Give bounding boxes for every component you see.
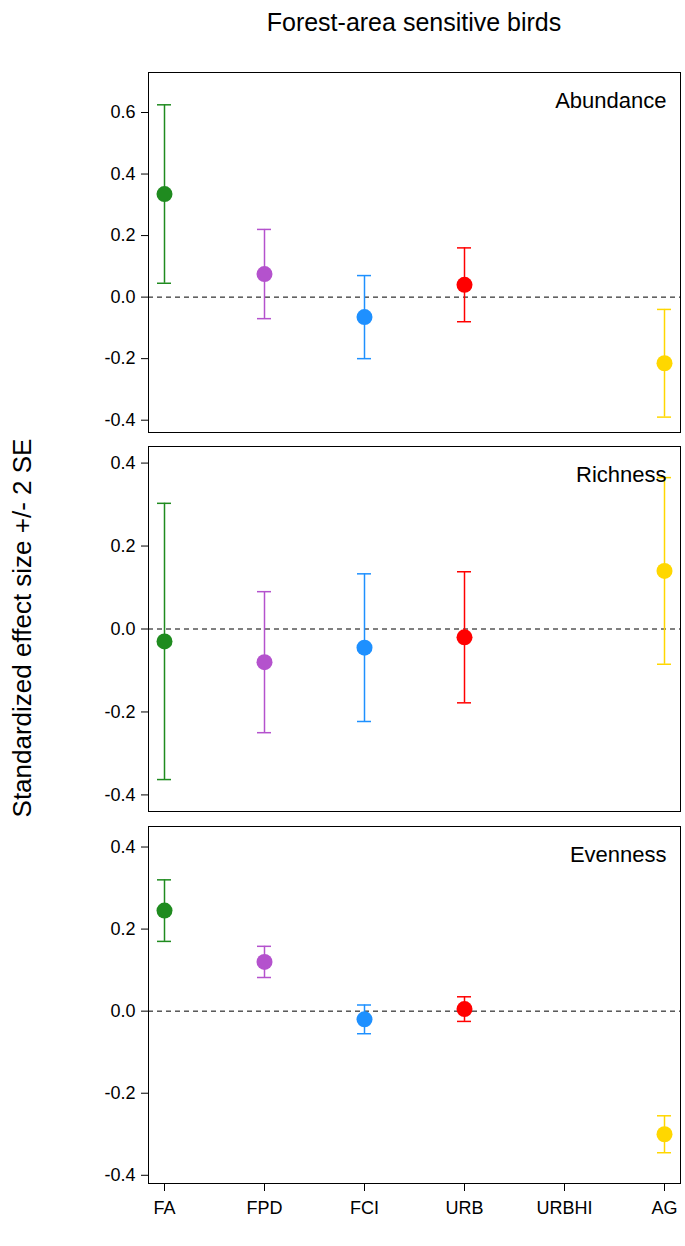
svg-text:FCI: FCI [350,1198,379,1218]
svg-text:-0.4: -0.4 [104,1165,135,1185]
svg-text:URBHI: URBHI [536,1198,592,1218]
svg-text:0.4: 0.4 [110,837,135,857]
html-text:Forest-area sensitive birds: Forest-area sensitive birds [266,8,562,36]
svg-text:0.4: 0.4 [110,164,135,184]
svg-text:-0.4: -0.4 [104,785,135,805]
svg-text:URB: URB [445,1198,483,1218]
svg-text:0.2: 0.2 [110,225,135,245]
svg-text:Abundance: Abundance [555,88,666,113]
svg-text:Richness: Richness [576,462,666,487]
svg-text:Evenness: Evenness [570,842,667,867]
svg-text:0.2: 0.2 [110,919,135,939]
svg-text:-0.4: -0.4 [104,410,135,430]
svg-text:0.2: 0.2 [110,536,135,556]
svg-text:0.0: 0.0 [110,287,135,307]
svg-text:-0.2: -0.2 [104,702,135,722]
svg-text:FA: FA [153,1198,175,1218]
svg-text:0.6: 0.6 [110,102,135,122]
svg-text:0.4: 0.4 [110,453,135,473]
svg-text:FPD: FPD [247,1198,283,1218]
svg-text:AG: AG [651,1198,677,1218]
svg-text:0.0: 0.0 [110,619,135,639]
svg-text:0.0: 0.0 [110,1001,135,1021]
svg-text:-0.2: -0.2 [104,1083,135,1103]
html-text:Standardized effect size +/- 2: Standardized effect size +/- 2 SE [7,438,37,818]
svg-text:-0.2: -0.2 [104,348,135,368]
